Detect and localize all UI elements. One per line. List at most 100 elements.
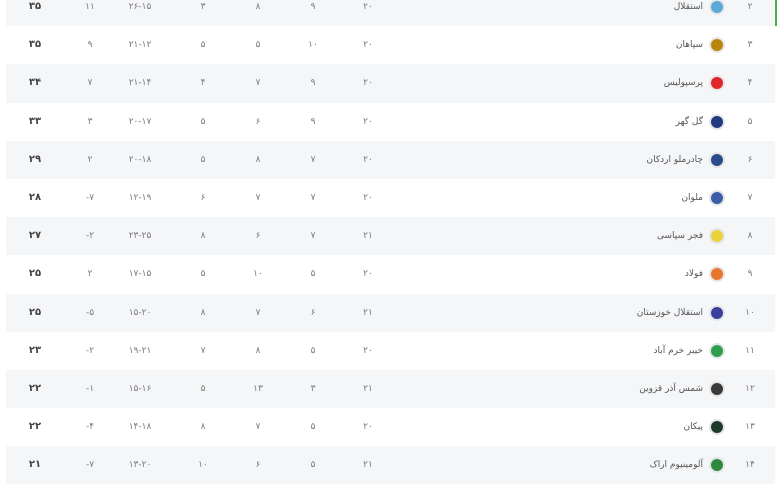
table-row[interactable]: ۲۹ ۲ ۲۰-۱۸ ۵ ۸ ۷ ۲۰ ۶ چادرملو اردکان <box>6 140 775 179</box>
played-cell: ۲۰ <box>363 40 373 51</box>
team-cell[interactable]: ملوان <box>681 179 725 217</box>
rank-cell: ۳ <box>747 40 753 51</box>
points-cell: ۳۵ <box>28 1 42 12</box>
team-logo-icon <box>709 37 725 54</box>
table-row[interactable]: ۳۴ ۷ ۲۱-۱۴ ۴ ۷ ۹ ۲۰ ۴ پرسپولیس <box>6 64 775 103</box>
team-cell[interactable]: چادرملو اردکان <box>647 141 725 179</box>
team-logo-icon <box>709 380 725 397</box>
points-cell: ۲۲ <box>28 421 42 433</box>
points-cell: ۲۷ <box>28 230 42 242</box>
played-cell: ۲۰ <box>363 78 373 89</box>
team-cell[interactable]: شمس آذر قزوین <box>639 370 725 408</box>
lost-cell: ۵ <box>200 383 206 394</box>
rank-cell: ۲ <box>747 2 753 12</box>
goals-cell: ۲۰-۱۷ <box>128 116 152 127</box>
team-name[interactable]: آلومینیوم اراک <box>649 460 703 471</box>
lost-cell: ۸ <box>200 231 206 242</box>
team-cell[interactable]: استقلال خوزستان <box>637 294 725 332</box>
points-cell: ۳۵ <box>28 39 42 51</box>
team-cell[interactable]: آلومینیوم اراک <box>650 446 725 484</box>
points-cell: ۳۴ <box>28 77 42 89</box>
lost-cell: ۵ <box>200 269 206 280</box>
team-name[interactable]: پرسپولیس <box>663 78 703 89</box>
points-cell: ۲۸ <box>28 191 42 203</box>
table-row[interactable]: ۲۲ -۱ ۱۵-۱۶ ۵ ۱۳ ۳ ۲۱ ۱۲ شمس آذر قزوین <box>6 369 775 409</box>
table-row[interactable]: ۲۸ -۷ ۱۲-۱۹ ۶ ۷ ۷ ۲۰ ۷ ملوان <box>6 179 775 217</box>
team-name[interactable]: گل گهر <box>675 116 703 127</box>
team-logo-icon <box>709 266 725 283</box>
won-cell: ۹ <box>310 78 316 89</box>
goals-cell: ۱۲-۱۹ <box>128 192 152 203</box>
goals-cell: ۲۳-۲۵ <box>128 231 152 242</box>
team-cell[interactable]: استقلال <box>674 0 725 26</box>
team-cell[interactable]: گل گهر <box>676 103 725 141</box>
drawn-cell: ۷ <box>255 422 261 433</box>
team-logo-icon <box>709 113 725 130</box>
lost-cell: ۵ <box>200 40 206 51</box>
team-name[interactable]: ملوان <box>681 193 703 204</box>
goals-cell: ۱۹-۲۱ <box>128 345 152 356</box>
team-logo-icon <box>709 75 725 92</box>
team-cell[interactable]: فولاد <box>685 255 725 293</box>
team-name[interactable]: فجر سپاسی <box>657 231 703 242</box>
team-name[interactable]: چادرملو اردکان <box>646 154 703 165</box>
rank-cell: ۱۴ <box>745 460 755 471</box>
goals-cell: ۲۱-۱۲ <box>128 40 152 51</box>
goal-difference-cell: -۷ <box>85 192 95 203</box>
table-row[interactable]: ۳۵ ۱۱ ۲۶-۱۵ ۳ ۸ ۹ ۲۰ ۲ استقلال <box>6 0 777 27</box>
table-row[interactable]: ۳۳ ۳ ۲۰-۱۷ ۵ ۶ ۹ ۲۰ ۵ گل گهر <box>6 103 775 141</box>
table-row[interactable]: ۲۵ -۵ ۱۵-۲۰ ۸ ۷ ۶ ۲۱ ۱۰ استقلال خوزستان <box>6 293 775 332</box>
team-logo-icon <box>709 228 725 245</box>
team-logo-icon <box>709 190 725 207</box>
played-cell: ۲۱ <box>363 307 373 318</box>
lost-cell: ۵ <box>200 154 206 165</box>
team-logo-icon <box>709 151 725 168</box>
team-name[interactable]: فولاد <box>684 269 703 280</box>
rank-cell: ۱۳ <box>745 422 755 433</box>
team-name[interactable]: سپاهان <box>675 40 703 51</box>
drawn-cell: ۱۰ <box>253 269 263 280</box>
lost-cell: ۸ <box>200 422 206 433</box>
team-cell[interactable]: خیبر خرم آباد <box>653 332 725 370</box>
won-cell: ۹ <box>310 116 316 127</box>
lost-cell: ۱۰ <box>198 460 208 471</box>
played-cell: ۲۱ <box>363 460 373 471</box>
drawn-cell: ۷ <box>255 307 261 318</box>
drawn-cell: ۸ <box>255 345 261 356</box>
points-cell: ۲۵ <box>28 268 42 280</box>
team-logo-icon <box>709 0 725 16</box>
won-cell: ۹ <box>310 2 316 12</box>
won-cell: ۷ <box>310 154 316 165</box>
team-cell[interactable]: پرسپولیس <box>664 64 725 102</box>
team-name[interactable]: استقلال <box>673 2 703 13</box>
team-cell[interactable]: پیکان <box>683 408 725 446</box>
rank-cell: ۹ <box>747 269 753 280</box>
drawn-cell: ۷ <box>255 192 261 203</box>
drawn-cell: ۷ <box>255 78 261 89</box>
goals-cell: ۱۷-۱۵ <box>128 269 152 280</box>
table-row[interactable]: ۲۳ -۲ ۱۹-۲۱ ۷ ۸ ۵ ۲۰ ۱۱ خیبر خرم آباد <box>6 332 775 370</box>
table-row[interactable]: ۲۷ -۲ ۲۳-۲۵ ۸ ۶ ۷ ۲۱ ۸ فجر سپاسی <box>6 217 775 256</box>
goals-cell: ۱۵-۱۶ <box>128 383 152 394</box>
team-name[interactable]: استقلال خوزستان <box>636 307 703 318</box>
goal-difference-cell: -۲ <box>85 345 95 356</box>
lost-cell: ۳ <box>200 2 206 12</box>
team-cell[interactable]: سپاهان <box>676 26 725 64</box>
drawn-cell: ۶ <box>255 460 261 471</box>
team-name[interactable]: خیبر خرم آباد <box>653 345 703 356</box>
lost-cell: ۷ <box>200 345 206 356</box>
team-name[interactable]: پیکان <box>683 422 703 433</box>
team-logo-icon <box>709 457 725 474</box>
won-cell: ۵ <box>310 460 316 471</box>
table-row[interactable]: ۲۲ -۴ ۱۴-۱۸ ۸ ۷ ۵ ۲۰ ۱۳ پیکان <box>6 408 775 446</box>
table-row[interactable]: ۲۱ -۷ ۱۳-۲۰ ۱۰ ۶ ۵ ۲۱ ۱۴ آلومینیوم اراک <box>6 446 775 484</box>
rank-cell: ۵ <box>747 116 753 127</box>
drawn-cell: ۸ <box>255 154 261 165</box>
goal-difference-cell: ۷ <box>87 78 93 89</box>
team-name[interactable]: شمس آذر قزوین <box>639 383 703 394</box>
rank-cell: ۱۲ <box>745 383 755 394</box>
lost-cell: ۸ <box>200 307 206 318</box>
team-cell[interactable]: فجر سپاسی <box>657 217 725 255</box>
table-row[interactable]: ۲۵ ۲ ۱۷-۱۵ ۵ ۱۰ ۵ ۲۰ ۹ فولاد <box>6 255 775 293</box>
table-row[interactable]: ۳۵ ۹ ۲۱-۱۲ ۵ ۵ ۱۰ ۲۰ ۳ سپاهان <box>6 26 775 64</box>
